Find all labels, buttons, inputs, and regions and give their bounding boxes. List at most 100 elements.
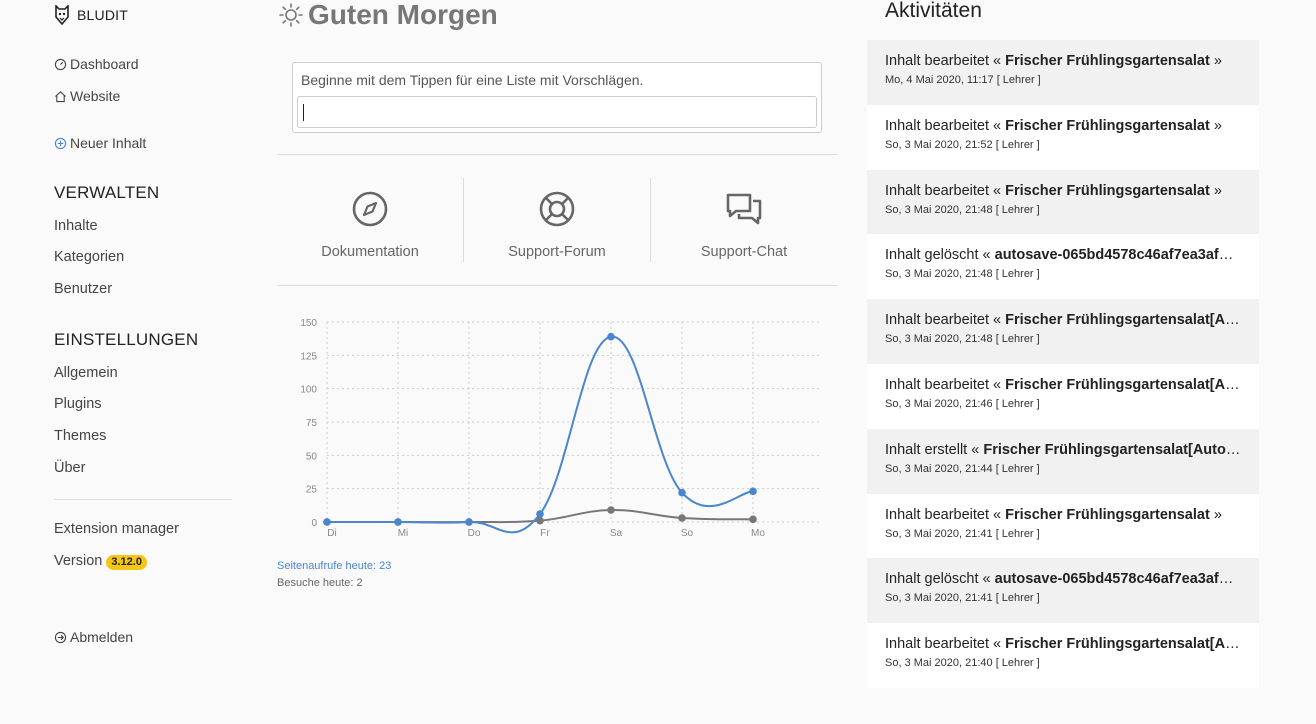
activity-date: So, 3 Mai 2020, 21:48 [ Lehrer ] xyxy=(885,333,1040,346)
activity-target[interactable]: Frischer Frühlingsgartensalat xyxy=(1005,182,1210,199)
activity-date: So, 3 Mai 2020, 21:41 [ Lehrer ] xyxy=(885,592,1040,605)
x-tick-label: Sa xyxy=(610,528,623,539)
activity-text: Inhalt bearbeitet « Frischer Frühlingsga… xyxy=(885,507,1241,523)
chat-icon xyxy=(726,193,762,225)
sun-icon xyxy=(279,3,303,27)
activity-item: Inhalt bearbeitet « Frischer Frühlingsga… xyxy=(867,40,1259,105)
data-point xyxy=(678,488,686,497)
x-tick-label: Fr xyxy=(540,528,550,539)
support-forum-label: Support-Forum xyxy=(508,244,606,260)
data-point xyxy=(749,487,757,496)
logout-link[interactable]: Abmelden xyxy=(54,628,133,646)
activity-item: Inhalt bearbeitet « Frischer Frühlingsga… xyxy=(867,363,1259,429)
activity-target[interactable]: Frischer Frühlingsgartensalat[Aut… xyxy=(1005,636,1241,653)
quick-separator xyxy=(463,178,464,262)
gauge-icon xyxy=(54,58,67,70)
y-tick-label: 25 xyxy=(306,485,318,496)
visits-chart: 0 25 50 75 100 125 150 Di Mi Do Fr Sa So Mo xyxy=(300,318,821,539)
search-hint: Beginne mit dem Tippen für eine Liste mi… xyxy=(301,72,644,88)
activity-item: Inhalt bearbeitet « Frischer Frühlingsga… xyxy=(867,104,1259,170)
divider-bottom xyxy=(277,285,837,286)
activity-target[interactable]: autosave-065bd4578c46af7ea3af1… xyxy=(994,571,1241,588)
logout-icon xyxy=(54,631,67,643)
y-tick-label: 75 xyxy=(306,418,318,429)
sidebar-item-content[interactable]: Inhalte xyxy=(54,218,98,234)
sidebar-item-users[interactable]: Benutzer xyxy=(54,281,113,297)
y-tick-label: 50 xyxy=(306,451,318,462)
sidebar-item-categories[interactable]: Kategorien xyxy=(54,249,125,265)
search-input[interactable] xyxy=(297,96,817,128)
data-point xyxy=(465,518,473,526)
activity-close: » xyxy=(1213,182,1222,199)
series-line xyxy=(327,335,754,534)
visits-today: Besuche heute: 2 xyxy=(277,577,363,589)
compass-icon xyxy=(352,191,388,227)
activity-text: Inhalt erstellt « Frischer Frühlingsgart… xyxy=(885,442,1241,458)
activity-date: So, 3 Mai 2020, 21:48 [ Lehrer ] xyxy=(885,203,1040,216)
settings-section-title: EINSTELLUNGEN xyxy=(54,330,199,349)
activity-target[interactable]: autosave-065bd4578c46af7ea3af1… xyxy=(994,247,1241,264)
data-point xyxy=(607,506,615,514)
brand-name: BLUDIT xyxy=(77,7,128,23)
website-link[interactable]: Website xyxy=(54,87,120,105)
activity-action: Inhalt bearbeitet « xyxy=(885,312,1002,329)
y-tick-label: 100 xyxy=(300,385,317,396)
documentation-link[interactable]: Dokumentation xyxy=(277,178,463,262)
sidebar-item-themes[interactable]: Themes xyxy=(54,428,107,444)
activity-date: So, 3 Mai 2020, 21:44 [ Lehrer ] xyxy=(885,462,1040,475)
data-point xyxy=(536,516,544,525)
data-point xyxy=(394,518,402,526)
activity-target[interactable]: Frischer Frühlingsgartensalat[Aut… xyxy=(1005,376,1241,393)
activity-target[interactable]: Frischer Frühlingsgartensalat[Autom… xyxy=(983,441,1241,458)
x-tick-label: So xyxy=(681,528,694,539)
brand[interactable]: BLUDIT xyxy=(54,5,128,25)
activities-title: Aktivitäten xyxy=(885,0,982,22)
activity-target[interactable]: Frischer Frühlingsgartensalat[Aut… xyxy=(1005,312,1241,329)
support-chat-link[interactable]: Support-Chat xyxy=(651,178,837,262)
quick-separator xyxy=(650,178,651,262)
activity-item: Inhalt bearbeitet « Frischer Frühlingsga… xyxy=(867,169,1259,235)
activity-target[interactable]: Frischer Frühlingsgartensalat xyxy=(1005,53,1210,69)
activity-close: » xyxy=(1213,506,1222,523)
y-tick-label: 150 xyxy=(300,318,317,329)
divider-top xyxy=(277,154,837,155)
lifebuoy-icon xyxy=(539,191,575,227)
sidebar-item-extension-manager[interactable]: Extension manager xyxy=(54,521,179,537)
activity-text: Inhalt gelöscht « autosave-065bd4578c46a… xyxy=(885,571,1241,587)
x-tick-label: Di xyxy=(327,528,336,539)
new-content-link[interactable]: Neuer Inhalt xyxy=(54,134,146,152)
data-point xyxy=(607,332,615,341)
activity-text: Inhalt gelöscht « autosave-065bd4578c46a… xyxy=(885,247,1241,263)
activity-item: Inhalt gelöscht « autosave-065bd4578c46a… xyxy=(867,558,1259,624)
activity-action: Inhalt bearbeitet « xyxy=(885,506,1002,523)
documentation-label: Dokumentation xyxy=(321,244,419,260)
activity-text: Inhalt bearbeitet « Frischer Frühlingsga… xyxy=(885,183,1241,199)
activity-item: Inhalt bearbeitet « Frischer Frühlingsga… xyxy=(867,493,1259,559)
greeting-title: Guten Morgen xyxy=(308,0,498,30)
activity-target[interactable]: Frischer Frühlingsgartensalat xyxy=(1005,117,1210,134)
plus-circle-icon xyxy=(54,137,67,149)
sidebar-item-about[interactable]: Über xyxy=(54,460,86,476)
x-tick-label: Mo xyxy=(751,528,765,539)
activity-text: Inhalt bearbeitet « Frischer Frühlingsga… xyxy=(885,377,1241,393)
activity-date: Mo, 4 Mai 2020, 11:17 [ Lehrer ] xyxy=(885,74,1041,86)
search-panel: Beginne mit dem Tippen für eine Liste mi… xyxy=(292,62,822,133)
data-point xyxy=(678,514,686,522)
activity-text: Inhalt bearbeitet « Frischer Frühlingsga… xyxy=(885,53,1241,69)
sidebar-item-general[interactable]: Allgemein xyxy=(54,365,118,381)
activity-action: Inhalt bearbeitet « xyxy=(885,636,1002,653)
support-forum-link[interactable]: Support-Forum xyxy=(464,178,650,262)
activity-date: So, 3 Mai 2020, 21:48 [ Lehrer ] xyxy=(885,268,1040,281)
pageviews-today: Seitenaufrufe heute: 23 xyxy=(277,560,392,572)
activity-item: Inhalt bearbeitet « Frischer Frühlingsga… xyxy=(867,623,1259,688)
activity-text: Inhalt bearbeitet « Frischer Frühlingsga… xyxy=(885,636,1241,652)
sidebar-divider xyxy=(54,499,232,500)
dashboard-link[interactable]: Dashboard xyxy=(54,55,139,73)
activity-date: So, 3 Mai 2020, 21:52 [ Lehrer ] xyxy=(885,138,1040,151)
logout-label: Abmelden xyxy=(70,629,134,645)
sidebar-item-plugins[interactable]: Plugins xyxy=(54,396,102,412)
activity-text: Inhalt bearbeitet « Frischer Frühlingsga… xyxy=(885,118,1241,134)
manage-section-title: VERWALTEN xyxy=(54,183,160,202)
activity-target[interactable]: Frischer Frühlingsgartensalat xyxy=(1005,506,1210,523)
activity-action: Inhalt gelöscht « xyxy=(885,247,991,264)
